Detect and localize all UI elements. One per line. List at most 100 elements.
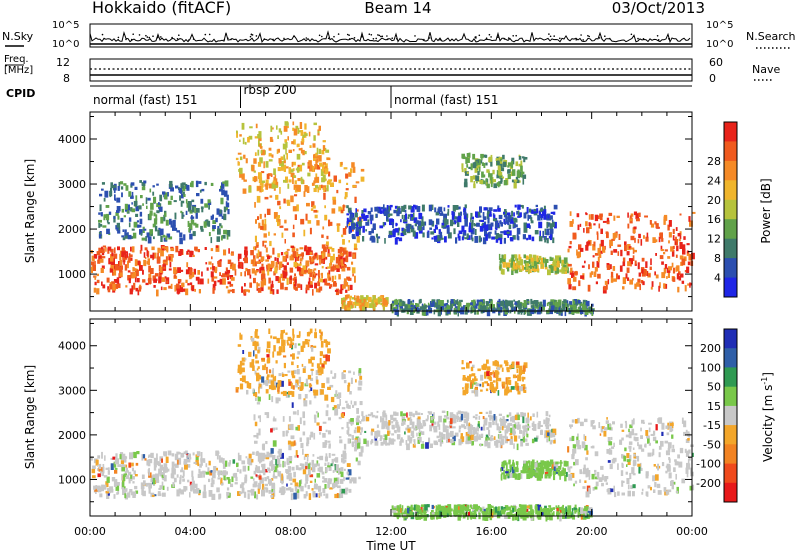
heatmap-cell <box>456 412 459 416</box>
heatmap-cell <box>458 425 462 430</box>
heatmap-cell <box>427 415 429 420</box>
heatmap-cell <box>262 443 265 451</box>
heatmap-cell <box>249 274 252 279</box>
heatmap-cell <box>120 460 124 464</box>
heatmap-cell <box>275 465 279 468</box>
heatmap-cell <box>309 145 312 148</box>
heatmap-cell <box>92 465 96 469</box>
heatmap-cell <box>308 131 311 137</box>
heatmap-cell <box>360 295 364 301</box>
heatmap-cell <box>651 281 654 287</box>
heatmap-cell <box>253 158 257 164</box>
heatmap-cell <box>282 346 286 353</box>
heatmap-cell <box>257 216 259 220</box>
heatmap-cell <box>478 305 481 310</box>
heatmap-cell <box>529 254 532 260</box>
heatmap-cell <box>325 149 330 153</box>
heatmap-cell <box>239 334 243 340</box>
heatmap-cell <box>320 341 324 348</box>
heatmap-cell <box>147 197 151 201</box>
heatmap-cell <box>503 383 506 387</box>
heatmap-cell <box>431 237 434 240</box>
heatmap-cell <box>328 219 331 227</box>
heatmap-cell <box>513 261 516 268</box>
heatmap-cell <box>232 289 235 294</box>
heatmap-cell <box>238 455 242 461</box>
heatmap-cell <box>306 339 311 342</box>
heatmap-cell <box>500 419 504 427</box>
heatmap-cell <box>552 258 555 263</box>
heatmap-cell <box>401 300 405 307</box>
heatmap-cell <box>487 442 491 449</box>
heatmap-cell <box>165 219 169 226</box>
heatmap-cell <box>243 179 247 182</box>
heatmap-cell <box>530 209 534 214</box>
heatmap-cell <box>477 436 481 440</box>
heatmap-cell <box>310 368 314 371</box>
heatmap-cell <box>546 228 550 236</box>
heatmap-cell <box>623 455 627 462</box>
heatmap-cell <box>264 218 267 226</box>
heatmap-cell <box>585 221 588 227</box>
heatmap-cell <box>259 213 262 219</box>
heatmap-cell <box>274 267 278 274</box>
heatmap-cell <box>279 206 282 210</box>
heatmap-cell <box>98 219 102 223</box>
heatmap-cell <box>553 204 558 210</box>
heatmap-cell <box>474 236 479 243</box>
heatmap-cell <box>554 462 559 470</box>
heatmap-cell <box>415 410 418 416</box>
heatmap-cell <box>625 273 628 279</box>
heatmap-cell <box>470 163 473 171</box>
heatmap-cell <box>638 272 642 277</box>
heatmap-cell <box>230 262 234 267</box>
heatmap-cell <box>569 241 572 245</box>
noise-search-dot <box>368 33 371 35</box>
heatmap-cell <box>200 228 204 232</box>
noise-search-dot <box>255 35 258 37</box>
heatmap-cell <box>306 202 310 207</box>
heatmap-cell <box>461 153 465 159</box>
heatmap-cell <box>584 435 587 441</box>
heatmap-cell <box>425 442 429 449</box>
heatmap-cell <box>328 443 331 447</box>
heatmap-cell <box>361 302 365 307</box>
heatmap-cell <box>481 303 484 306</box>
heatmap-cell <box>186 184 190 191</box>
heatmap-cell <box>502 416 505 422</box>
heatmap-cell <box>357 460 361 466</box>
heatmap-cell <box>598 223 601 229</box>
heatmap-cell <box>139 229 143 235</box>
heatmap-cell <box>129 288 133 295</box>
heatmap-cell <box>342 257 347 262</box>
heatmap-cell <box>205 262 208 265</box>
noise-search-dot <box>488 33 491 36</box>
heatmap-cell <box>648 274 651 277</box>
heatmap-cell <box>265 389 269 394</box>
heatmap-cell <box>340 413 345 418</box>
heatmap-cell <box>462 377 465 381</box>
heatmap-cell <box>343 443 347 450</box>
heatmap-cell <box>391 219 394 225</box>
heatmap-cell <box>440 300 444 306</box>
heatmap-cell <box>356 209 359 212</box>
heatmap-cell <box>243 289 246 295</box>
heatmap-cell <box>128 191 132 197</box>
heatmap-cell <box>407 299 411 305</box>
heatmap-cell <box>202 470 206 474</box>
heatmap-cell <box>450 430 454 438</box>
heatmap-cell <box>572 219 574 224</box>
heatmap-cell <box>313 414 317 420</box>
heatmap-cell <box>321 177 325 183</box>
heatmap-cell <box>443 207 446 212</box>
heatmap-cell <box>176 230 180 233</box>
heatmap-cell <box>274 257 277 261</box>
heatmap-cell <box>687 463 691 470</box>
heatmap-cell <box>647 452 652 457</box>
heatmap-cell <box>286 340 289 344</box>
heatmap-cell <box>225 207 228 211</box>
heatmap-cell <box>303 456 306 460</box>
heatmap-cell <box>144 180 147 184</box>
heatmap-cell <box>106 277 110 283</box>
